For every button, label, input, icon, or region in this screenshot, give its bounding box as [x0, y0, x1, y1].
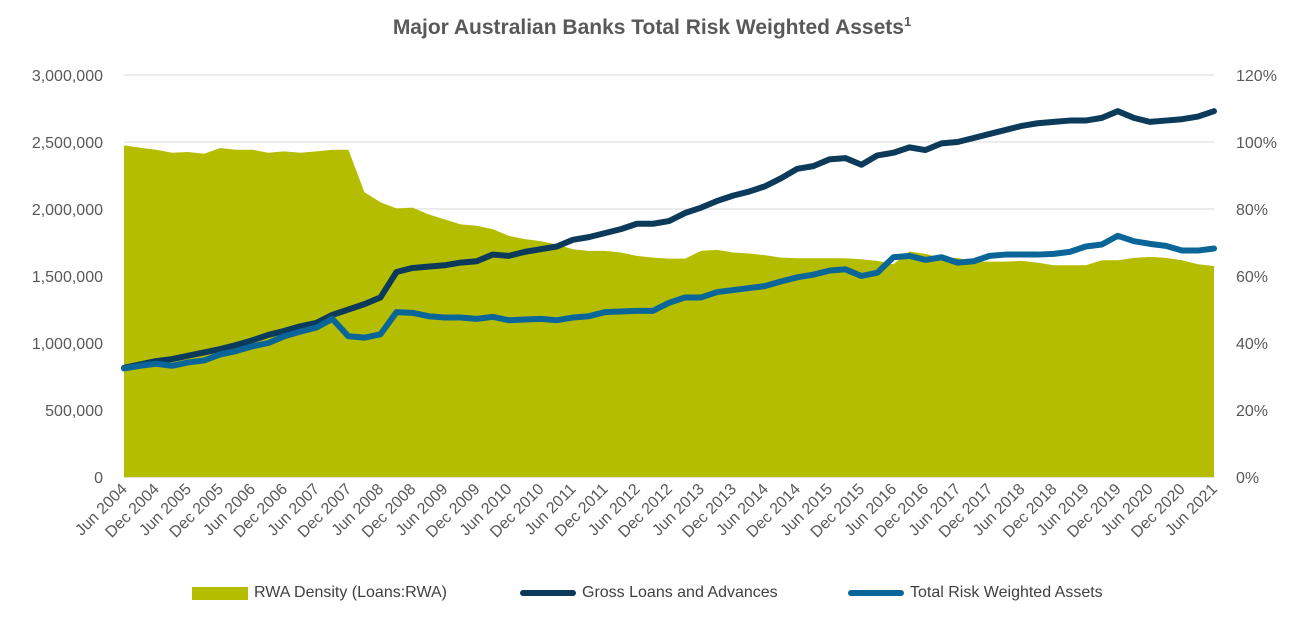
legend-label-gross-loans: Gross Loans and Advances [582, 584, 778, 601]
y-tick-label-left: 1,500,000 [32, 269, 103, 286]
legend-item-total-rwa: Total Risk Weighted Assets [848, 582, 1103, 604]
legend-item-rwa-density: RWA Density (Loans:RWA) [192, 582, 447, 604]
legend-item-gross-loans: Gross Loans and Advances [520, 582, 778, 604]
y-tick-label-right: 20% [1236, 403, 1268, 420]
chart-title-text: Major Australian Banks Total Risk Weight… [392, 16, 904, 39]
y-tick-label-right: 100% [1236, 135, 1277, 152]
y-tick-label-right: 60% [1236, 269, 1268, 286]
area-series-rwa-density [124, 145, 1214, 477]
legend-swatch-total-rwa [848, 590, 904, 596]
legend-label-total-rwa: Total Risk Weighted Assets [910, 584, 1103, 601]
area-series-layer [124, 145, 1214, 477]
y-tick-label-left: 2,000,000 [32, 202, 103, 219]
legend: RWA Density (Loans:RWA) Gross Loans and … [0, 582, 1304, 604]
line-series-layer [121, 108, 1217, 372]
y-tick-label-left: 0 [94, 470, 103, 487]
y-tick-label-left: 2,500,000 [32, 135, 103, 152]
legend-swatch-rwa-density [192, 586, 248, 600]
legend-swatch-gross-loans [520, 590, 576, 596]
y-tick-label-left: 500,000 [45, 403, 103, 420]
y-tick-label-right: 40% [1236, 336, 1268, 353]
legend-label-rwa-density: RWA Density (Loans:RWA) [254, 584, 447, 601]
chart-title: Major Australian Banks Total Risk Weight… [0, 14, 1304, 40]
y-tick-label-right: 120% [1236, 68, 1277, 85]
line-series-gross-loans [121, 108, 1217, 371]
y-tick-label-right: 0% [1236, 470, 1259, 487]
chart-title-footnote: 1 [903, 14, 912, 29]
y-tick-label-left: 3,000,000 [32, 68, 103, 85]
y-tick-label-left: 1,000,000 [32, 336, 103, 353]
y-tick-label-right: 80% [1236, 202, 1268, 219]
line-series-total-rwa [121, 232, 1217, 372]
